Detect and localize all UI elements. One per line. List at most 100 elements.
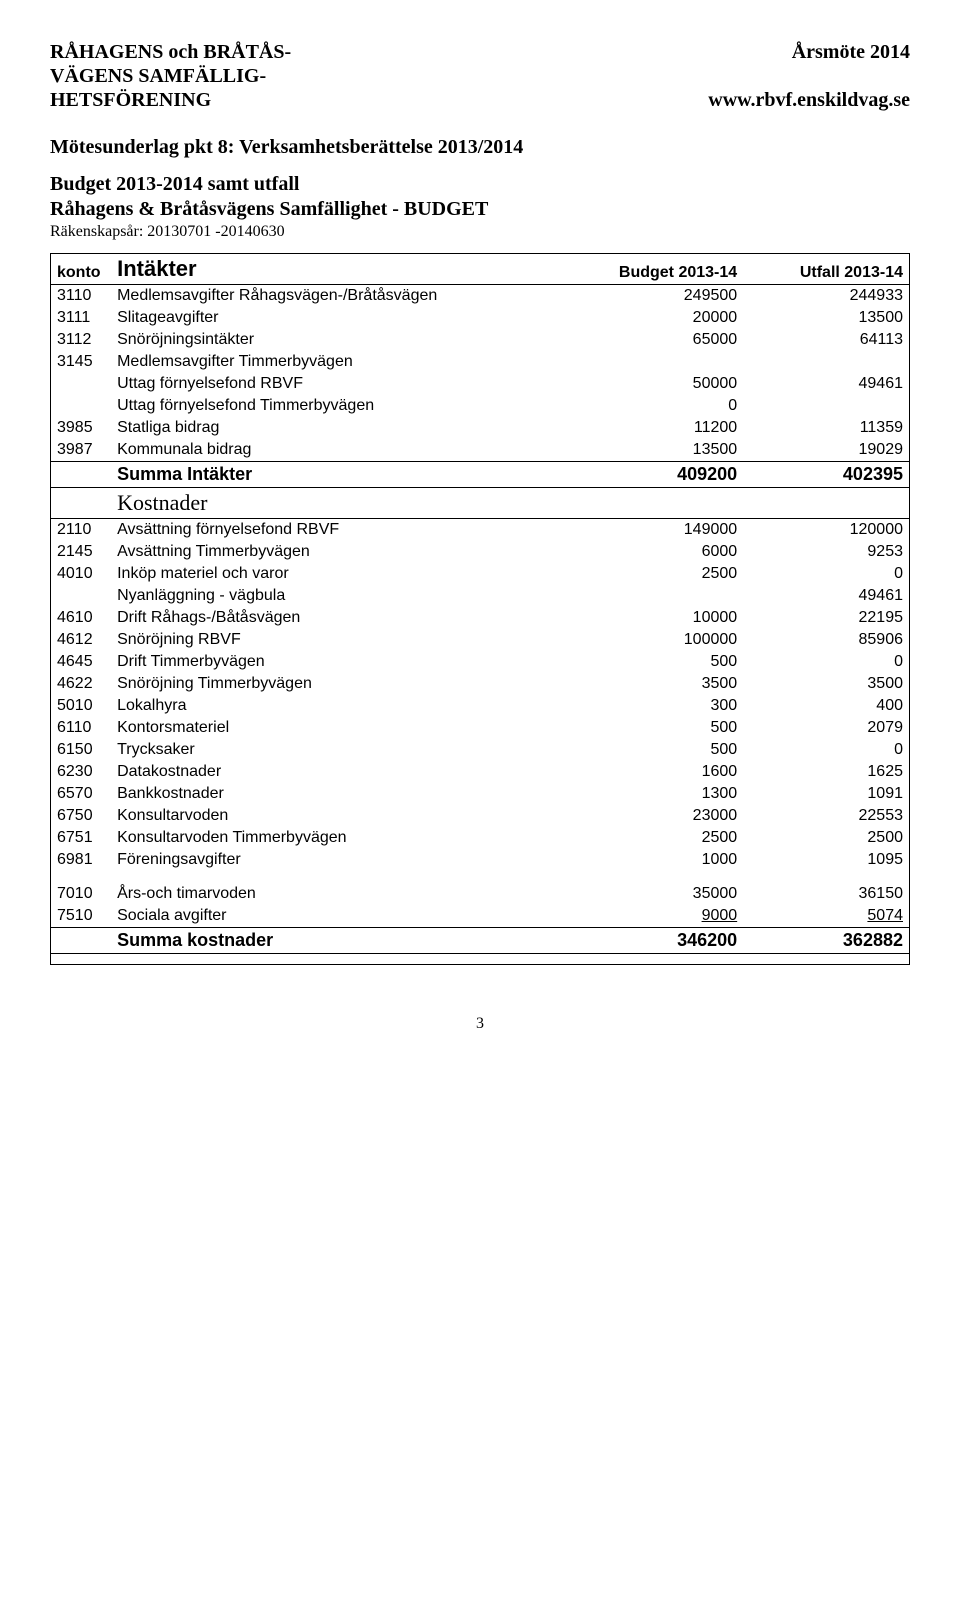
cell-budget: 1600 [546, 761, 743, 783]
header-utfall: Utfall 2013-14 [743, 254, 909, 285]
cell-desc: Trycksaker [111, 739, 546, 761]
cell-konto: 4010 [51, 563, 111, 585]
cell-konto: 6750 [51, 805, 111, 827]
cell-utfall: 1091 [743, 783, 909, 805]
cell-utfall: 3500 [743, 673, 909, 695]
website-url: www.rbvf.enskildvag.se [708, 88, 910, 112]
org-line1: RÅHAGENS och BRÅTÅS- [50, 40, 291, 64]
cell-desc: Medlemsavgifter Råhagsvägen-/Bråtåsvägen [111, 285, 546, 308]
cell-konto [51, 373, 111, 395]
cell-desc: Slitageavgifter [111, 307, 546, 329]
cell-budget: 13500 [546, 439, 743, 462]
cell-budget: 300 [546, 695, 743, 717]
cell-konto: 6150 [51, 739, 111, 761]
cell-budget: 100000 [546, 629, 743, 651]
summa-intakter-label: Summa Intäkter [111, 462, 546, 488]
cell-utfall: 0 [743, 651, 909, 673]
cell-budget: 1000 [546, 849, 743, 871]
table-row: Uttag förnyelsefond RBVF5000049461 [51, 373, 909, 395]
cell-utfall: 85906 [743, 629, 909, 651]
cell-desc: Snöröjning Timmerbyvägen [111, 673, 546, 695]
summa-intakter-row: Summa Intäkter 409200 402395 [51, 462, 909, 488]
cell-konto [51, 395, 111, 417]
cell-desc: Snöröjning RBVF [111, 629, 546, 651]
table-header-row: konto Intäkter Budget 2013-14 Utfall 201… [51, 254, 909, 285]
cell-budget [546, 585, 743, 607]
cell-utfall: 36150 [743, 883, 909, 905]
summa-intakter-budget: 409200 [546, 462, 743, 488]
table-row: 4612Snöröjning RBVF10000085906 [51, 629, 909, 651]
budget-table: konto Intäkter Budget 2013-14 Utfall 201… [51, 253, 909, 964]
cell-utfall [743, 351, 909, 373]
table-row: 5010Lokalhyra300400 [51, 695, 909, 717]
cell-utfall: 22553 [743, 805, 909, 827]
cell-utfall: 19029 [743, 439, 909, 462]
cell-konto: 3987 [51, 439, 111, 462]
cell-budget: 249500 [546, 285, 743, 308]
cell-utfall: 120000 [743, 519, 909, 542]
cell-utfall: 64113 [743, 329, 909, 351]
doc-title: Mötesunderlag pkt 8: Verksamhetsberättel… [50, 136, 910, 159]
cell-desc: Uttag förnyelsefond RBVF [111, 373, 546, 395]
budget-table-container: konto Intäkter Budget 2013-14 Utfall 201… [50, 253, 910, 965]
cell-konto: 4612 [51, 629, 111, 651]
table-row: 6981Föreningsavgifter10001095 [51, 849, 909, 871]
cell-desc: Drift Råhags-/Båtåsvägen [111, 607, 546, 629]
cell-konto: 6570 [51, 783, 111, 805]
cell-desc: Datakostnader [111, 761, 546, 783]
table-row: 6751Konsultarvoden Timmerbyvägen25002500 [51, 827, 909, 849]
cell-budget: 3500 [546, 673, 743, 695]
cell-utfall: 49461 [743, 373, 909, 395]
trailing-row [51, 954, 909, 964]
table-row: 3985Statliga bidrag1120011359 [51, 417, 909, 439]
cell-budget: 500 [546, 651, 743, 673]
table-row: 6570Bankkostnader13001091 [51, 783, 909, 805]
cell-konto: 3111 [51, 307, 111, 329]
cell-konto: 6981 [51, 849, 111, 871]
cell-konto: 3112 [51, 329, 111, 351]
cell-budget: 2500 [546, 563, 743, 585]
cell-utfall: 5074 [743, 905, 909, 928]
page-number: 3 [50, 1015, 910, 1033]
cell-konto: 5010 [51, 695, 111, 717]
cell-desc: Nyanläggning - vägbula [111, 585, 546, 607]
entity-title: Råhagens & Bråtåsvägens Samfällighet - B… [50, 198, 910, 221]
table-row: 7010Års-och timarvoden3500036150 [51, 883, 909, 905]
table-row: 4610Drift Råhags-/Båtåsvägen1000022195 [51, 607, 909, 629]
table-row: 3145Medlemsavgifter Timmerbyvägen [51, 351, 909, 373]
table-row: 7510Sociala avgifter90005074 [51, 905, 909, 928]
cell-utfall: 2500 [743, 827, 909, 849]
summa-kostnader-budget: 346200 [546, 928, 743, 954]
cell-utfall: 244933 [743, 285, 909, 308]
cell-desc: Inköp materiel och varor [111, 563, 546, 585]
cell-desc: Kontorsmateriel [111, 717, 546, 739]
kostnader-label: Kostnader [111, 488, 546, 519]
cell-budget: 0 [546, 395, 743, 417]
cell-budget: 65000 [546, 329, 743, 351]
cell-konto: 4645 [51, 651, 111, 673]
summa-kostnader-label: Summa kostnader [111, 928, 546, 954]
cell-konto: 6110 [51, 717, 111, 739]
cell-utfall: 1625 [743, 761, 909, 783]
budget-title: Budget 2013-2014 samt utfall [50, 173, 910, 196]
cell-budget: 2500 [546, 827, 743, 849]
cell-desc: Bankkostnader [111, 783, 546, 805]
cell-konto [51, 585, 111, 607]
org-line3: HETSFÖRENING [50, 88, 291, 112]
cell-konto: 3145 [51, 351, 111, 373]
fiscal-year: Räkenskapsår: 20130701 -20140630 [50, 223, 910, 241]
cell-budget: 20000 [546, 307, 743, 329]
cell-utfall: 2079 [743, 717, 909, 739]
cell-desc: Snöröjningsintäkter [111, 329, 546, 351]
cell-budget: 11200 [546, 417, 743, 439]
cell-utfall: 22195 [743, 607, 909, 629]
table-row: 3110Medlemsavgifter Råhagsvägen-/Bråtåsv… [51, 285, 909, 308]
table-row: 4622Snöröjning Timmerbyvägen35003500 [51, 673, 909, 695]
table-row: 3987Kommunala bidrag1350019029 [51, 439, 909, 462]
table-row: 2110Avsättning förnyelsefond RBVF1490001… [51, 519, 909, 542]
cell-konto: 4622 [51, 673, 111, 695]
cell-desc: Drift Timmerbyvägen [111, 651, 546, 673]
cell-desc: Uttag förnyelsefond Timmerbyvägen [111, 395, 546, 417]
org-name: RÅHAGENS och BRÅTÅS- VÄGENS SAMFÄLLIG- H… [50, 40, 291, 112]
table-row: 3112Snöröjningsintäkter6500064113 [51, 329, 909, 351]
